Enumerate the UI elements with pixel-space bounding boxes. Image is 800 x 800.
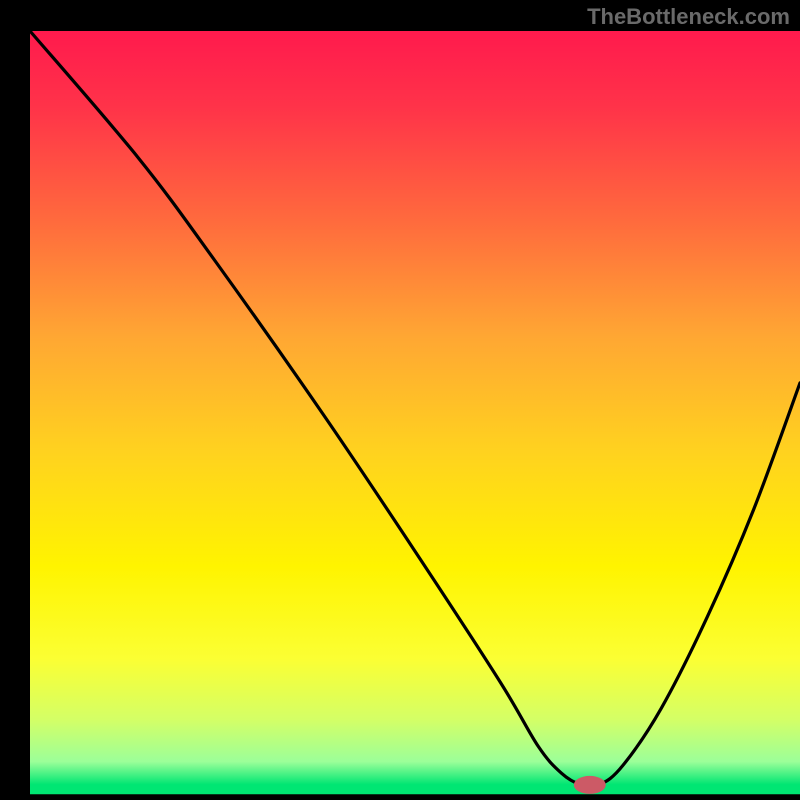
- plot-gradient-background: [30, 31, 800, 796]
- bottleneck-curve-chart: [0, 0, 800, 800]
- watermark-text: TheBottleneck.com: [587, 4, 790, 30]
- optimal-marker: [574, 776, 606, 794]
- chart-container: TheBottleneck.com: [0, 0, 800, 800]
